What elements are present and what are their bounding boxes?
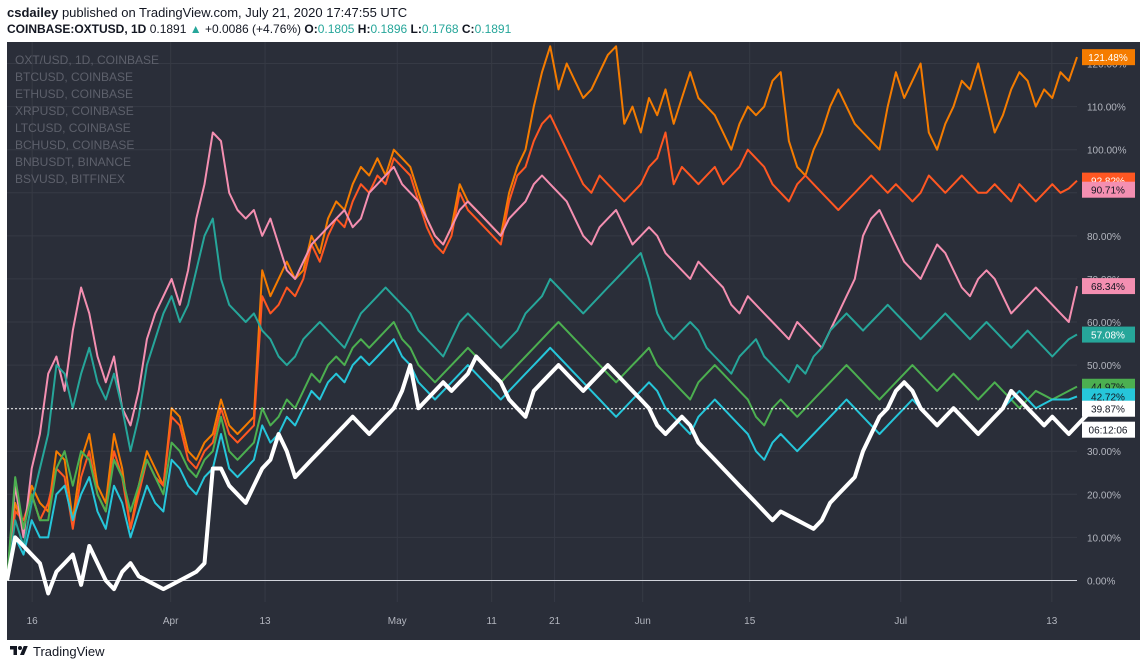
axis-tag	[1082, 421, 1135, 438]
axis-tag	[1082, 326, 1135, 343]
legend-entry: BCHUSD, COINBASE	[15, 138, 134, 152]
series-line-1	[6, 114, 1078, 581]
legend-entry: ETHUSD, COINBASE	[15, 87, 133, 101]
legend-entry: BNBUSDT, BINANCE	[15, 155, 131, 169]
y-tick-label: 80.00%	[1087, 232, 1121, 243]
author-name[interactable]: csdailey	[7, 5, 59, 20]
comparison-line-chart[interactable]: 0.00%10.00%20.00%30.00%40.00%50.00%60.00…	[5, 42, 1140, 640]
legend-entry: BTCUSD, COINBASE	[15, 70, 133, 84]
axis-tag-label: 121.48%	[1088, 53, 1128, 64]
series-line-3	[6, 217, 1078, 581]
y-tick-label: 20.00%	[1087, 490, 1121, 501]
x-tick-label: Jun	[635, 616, 651, 627]
publish-header: csdailey published on TradingView.com, J…	[7, 4, 407, 22]
x-tick-label: 15	[744, 616, 756, 627]
x-tick-label: 13	[1046, 616, 1058, 627]
legend-entry: BSVUSD, BITFINEX	[15, 172, 125, 186]
y-tick-label: 50.00%	[1087, 361, 1121, 372]
published-text: published on TradingView.com, July 21, 2…	[61, 5, 408, 20]
legend-entry: LTCUSD, COINBASE	[15, 121, 131, 135]
x-tick-label: 13	[259, 616, 271, 627]
axis-tag-label: 90.71%	[1091, 186, 1125, 197]
axis-tag-label: 42.72%	[1091, 392, 1125, 403]
open-value: 0.1805	[317, 22, 355, 36]
low-key: L:	[410, 22, 422, 36]
x-tick-label: Apr	[163, 616, 179, 627]
series-line-5	[6, 338, 1078, 581]
axis-tag-label: 68.34%	[1091, 282, 1125, 293]
series-line-0	[6, 45, 1078, 581]
legend-entry: OXT/USD, 1D, COINBASE	[15, 53, 159, 67]
axis-tag	[1082, 278, 1135, 295]
y-tick-label: 100.00%	[1087, 146, 1127, 157]
x-tick-label: Jul	[894, 616, 907, 627]
y-tick-label: 60.00%	[1087, 318, 1121, 329]
axis-tag-label: 39.87%	[1091, 405, 1125, 416]
y-tick-label: 0.00%	[1087, 576, 1115, 587]
footer: TradingView	[10, 641, 105, 661]
symbol-name: COINBASE:OXTUSD, 1D	[7, 22, 147, 36]
legend-entry: XRPUSD, COINBASE	[15, 104, 134, 118]
y-tick-label: 110.00%	[1087, 103, 1126, 114]
axis-tag-label: 06:12:06	[1089, 426, 1128, 437]
x-tick-label: 21	[549, 616, 561, 627]
footer-brand[interactable]: TradingView	[33, 643, 105, 659]
high-value: 0.1896	[370, 22, 408, 36]
price-change: +0.0086 (+4.76%)	[204, 22, 302, 36]
up-arrow-icon: ▲	[189, 22, 202, 36]
symbol-info-line: COINBASE:OXTUSD, 1D 0.1891 ▲ +0.0086 (+4…	[7, 21, 511, 37]
x-tick-label: 16	[27, 616, 39, 627]
close-key: C:	[461, 22, 475, 36]
close-value: 0.1891	[474, 22, 512, 36]
open-key: O:	[304, 22, 318, 36]
axis-tag	[1082, 181, 1135, 198]
tradingview-logo-icon	[10, 646, 28, 655]
y-tick-label: 30.00%	[1087, 447, 1121, 458]
axis-tag	[1082, 400, 1135, 417]
series-line-4	[6, 321, 1078, 581]
x-tick-label: 11	[486, 616, 497, 627]
y-tick-label: 10.00%	[1087, 533, 1121, 544]
axis-tag-label: 57.08%	[1091, 331, 1125, 342]
series-line-2	[6, 131, 1078, 581]
axis-tag-label: 44.97%	[1091, 383, 1125, 394]
chart-area[interactable]: 0.00%10.00%20.00%30.00%40.00%50.00%60.00…	[5, 42, 1140, 640]
low-value: 0.1768	[421, 22, 459, 36]
axis-tag	[1082, 49, 1135, 66]
last-price: 0.1891	[149, 22, 187, 36]
axis-tag	[1082, 388, 1135, 405]
x-tick-label: May	[388, 616, 407, 627]
high-key: H:	[357, 22, 371, 36]
series-line-6	[5, 354, 1095, 596]
